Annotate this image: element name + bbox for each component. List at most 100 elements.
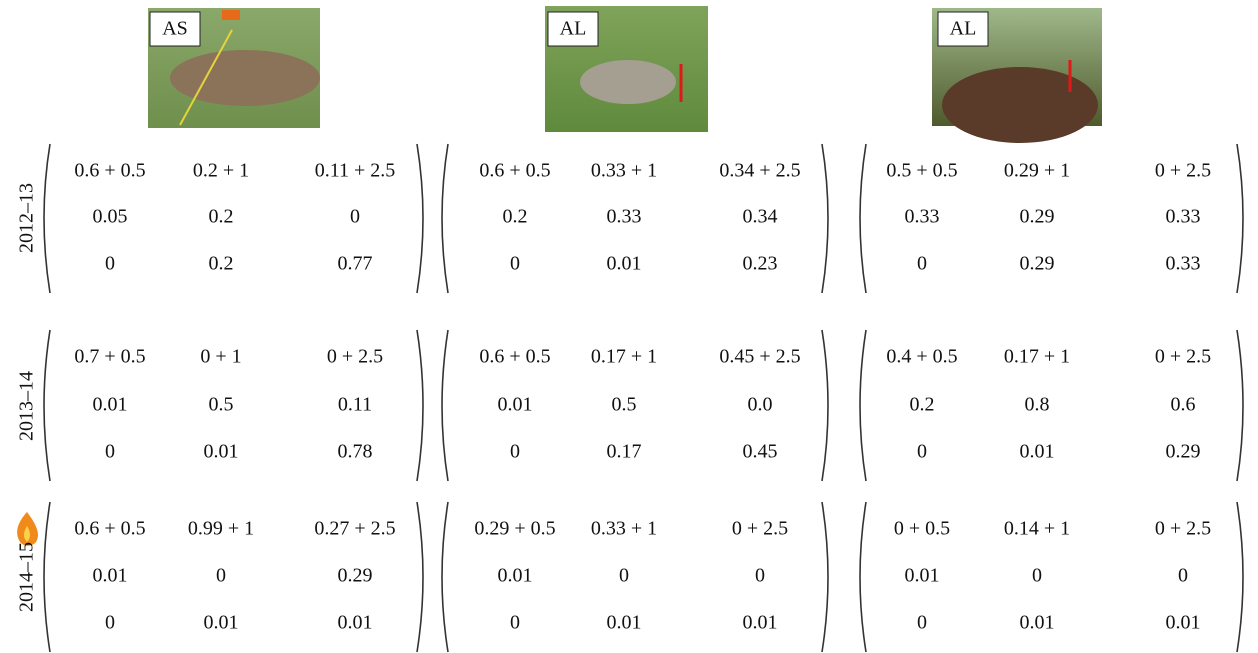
matrix-cell: 0.05 (93, 206, 128, 228)
row-label: 2013–14 (16, 371, 38, 441)
matrix-cell: 0 (510, 253, 520, 275)
matrix-cell: 0.6 + 0.5 (479, 346, 550, 368)
matrix-cell: 0.01 (498, 394, 533, 416)
matrix-cell: 0.45 + 2.5 (719, 346, 800, 368)
matrix-cell: 0.2 (910, 394, 935, 416)
left-paren (44, 330, 50, 481)
matrix-cell: 0.33 (607, 206, 642, 228)
matrix-cell: 0.6 + 0.5 (479, 160, 550, 182)
right-paren (1237, 330, 1243, 481)
matrix-cell: 0.01 (607, 612, 642, 634)
matrix-cell: 0.11 + 2.5 (315, 160, 396, 182)
matrix-cell: 0.17 (607, 441, 642, 463)
matrix-cell: 0 (510, 441, 520, 463)
matrix-cell: 0.2 (209, 253, 234, 275)
matrix-cell: 0.29 (1166, 441, 1201, 463)
matrix-cell: 0 (105, 441, 115, 463)
matrix-cell: 0.99 + 1 (188, 518, 254, 540)
matrix-cell: 0 (105, 612, 115, 634)
right-paren (417, 144, 423, 293)
matrix-cell: 0.29 (338, 565, 373, 587)
matrix-cell: 0.01 (607, 253, 642, 275)
fire-icon (17, 512, 38, 546)
matrix-cell: 0.7 + 0.5 (74, 346, 145, 368)
matrix-cell: 0 (510, 612, 520, 634)
left-paren (860, 502, 866, 652)
matrix-cell: 0.01 (1020, 441, 1055, 463)
matrix-cell: 0 (755, 565, 765, 587)
matrix-cell: 0.01 (1020, 612, 1055, 634)
matrix-cell: 0 (917, 253, 927, 275)
matrix-cell: 0.29 (1020, 206, 1055, 228)
right-paren (822, 144, 828, 293)
right-paren (1237, 502, 1243, 652)
matrix-cell: 0 + 2.5 (1155, 518, 1211, 540)
matrix-cell: 0.78 (338, 441, 373, 463)
matrix-cell: 0.01 (204, 612, 239, 634)
matrix-cell: 0.77 (338, 253, 373, 275)
matrix-cell: 0.6 + 0.5 (74, 518, 145, 540)
matrix-cell: 0.01 (93, 394, 128, 416)
matrix-cell: 0.5 (209, 394, 234, 416)
matrix-cell: 0.17 + 1 (591, 346, 657, 368)
left-paren (860, 330, 866, 481)
matrix-cell: 0.29 + 0.5 (474, 518, 555, 540)
matrix-cell: 0.33 (1166, 253, 1201, 275)
matrix-cell: 0.45 (743, 441, 778, 463)
matrix-cell: 0.5 + 0.5 (886, 160, 957, 182)
left-paren (44, 502, 50, 652)
right-paren (822, 502, 828, 652)
matrix-cell: 0.01 (1166, 612, 1201, 634)
matrix-cell: 0 (917, 612, 927, 634)
matrix-cell: 0.33 (905, 206, 940, 228)
left-paren (442, 144, 448, 293)
matrix-cell: 0 + 2.5 (1155, 160, 1211, 182)
matrix-cell: 0.01 (93, 565, 128, 587)
matrix-cell: 0.01 (498, 565, 533, 587)
matrix-cell: 0.29 (1020, 253, 1055, 275)
matrix-cell: 0.33 (1166, 206, 1201, 228)
figure: ASALAL2012–130.6 + 0.50.2 + 10.11 + 2.50… (0, 0, 1258, 653)
matrix-cell: 0 + 2.5 (732, 518, 788, 540)
matrix-cell: 0.11 (338, 394, 372, 416)
matrix-cell: 0.34 (743, 206, 778, 228)
matrix-cell: 0.01 (204, 441, 239, 463)
right-paren (1237, 144, 1243, 293)
matrix-cell: 0.2 (209, 206, 234, 228)
matrix-cell: 0 + 2.5 (327, 346, 383, 368)
right-paren (822, 330, 828, 481)
matrix-cell: 0.6 + 0.5 (74, 160, 145, 182)
matrix-cell: 0.01 (743, 612, 778, 634)
matrix-cell: 0.29 + 1 (1004, 160, 1070, 182)
matrix-cell: 0.17 + 1 (1004, 346, 1070, 368)
matrix-cell: 0 (1178, 565, 1188, 587)
matrix-cell: 0 + 0.5 (894, 518, 950, 540)
matrix-cell: 0 (350, 206, 360, 228)
matrix-cell: 0.0 (748, 394, 773, 416)
matrix-cell: 0 (917, 441, 927, 463)
matrix-cell: 0.27 + 2.5 (314, 518, 395, 540)
matrix-cell: 0.01 (905, 565, 940, 587)
matrix-cell: 0.8 (1025, 394, 1050, 416)
matrix-cell: 0.14 + 1 (1004, 518, 1070, 540)
matrix-cell: 0 (1032, 565, 1042, 587)
matrix-cell: 0 + 2.5 (1155, 346, 1211, 368)
matrix-cell: 0.6 (1171, 394, 1196, 416)
left-paren (442, 502, 448, 652)
matrix-cell: 0 (216, 565, 226, 587)
matrix-cell: 0.33 + 1 (591, 160, 657, 182)
left-paren (860, 144, 866, 293)
matrix-cell: 0.2 + 1 (193, 160, 249, 182)
column-label: AS (162, 18, 188, 40)
matrix-cell: 0 (619, 565, 629, 587)
row-label: 2012–13 (16, 183, 38, 253)
matrix-cell: 0.23 (743, 253, 778, 275)
right-paren (417, 502, 423, 652)
matrix-cell: 0.01 (338, 612, 373, 634)
row-label: 2014–15 (16, 542, 38, 612)
matrix-cell: 0.4 + 0.5 (886, 346, 957, 368)
left-paren (442, 330, 448, 481)
matrix-cell: 0.5 (612, 394, 637, 416)
matrix-cell: 0 + 1 (200, 346, 241, 368)
matrix-cell: 0.2 (503, 206, 528, 228)
